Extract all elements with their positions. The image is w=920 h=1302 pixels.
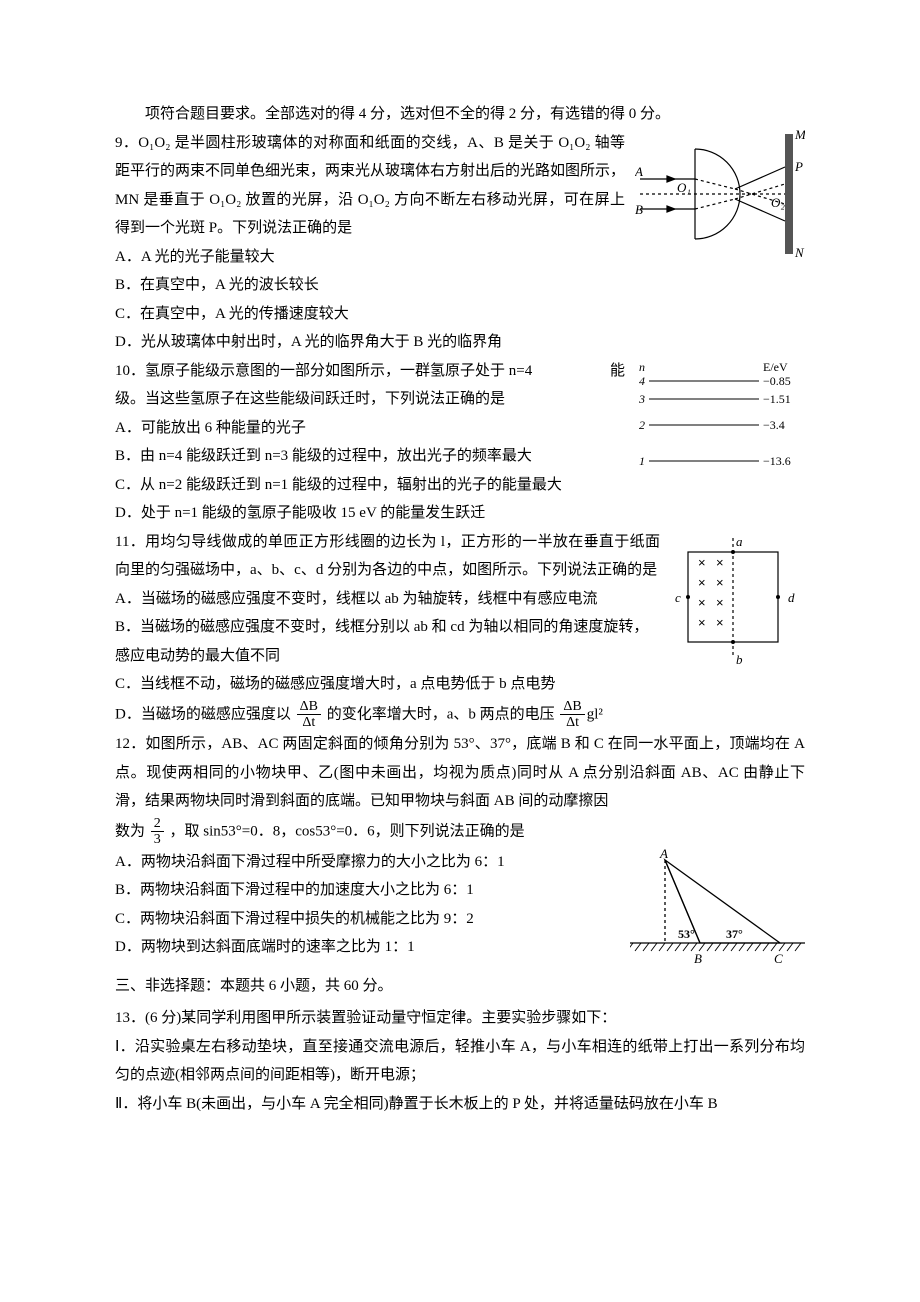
- svg-text:2: 2: [639, 418, 645, 432]
- svg-text:C: C: [774, 951, 783, 966]
- svg-text:d: d: [788, 590, 795, 605]
- svg-text:B: B: [635, 202, 643, 217]
- svg-text:−3.4: −3.4: [763, 418, 785, 432]
- question-9: A B O₁ O₂ M N P 9．O₁O₂ 是半圆柱形玻璃体的对称面和纸面的交…: [115, 129, 805, 357]
- svg-text:A: A: [659, 848, 668, 861]
- q11-d-mid: 的变化率增大时，a、b 两点的电压: [327, 706, 555, 722]
- q9-option-c: C．在真空中，A 光的传播速度较大: [115, 300, 805, 329]
- svg-text:×: ×: [716, 615, 724, 630]
- svg-text:O₁: O₁: [677, 180, 691, 195]
- svg-text:×: ×: [716, 555, 724, 570]
- svg-text:4: 4: [639, 374, 645, 388]
- q9-figure: A B O₁ O₂ M N P: [635, 129, 805, 259]
- question-11: ×× ×× ×× ×× a b c d 11．用均匀导线做成的单匝正方形线圈的边…: [115, 528, 805, 731]
- q13-stem: 13．(6 分)某同学利用图甲所示装置验证动量守恒定律。主要实验步骤如下：: [115, 1004, 805, 1033]
- svg-text:M: M: [794, 129, 805, 142]
- q12-stem2-pre: 数为: [115, 823, 145, 839]
- q12-stem-2: 数为 23 ，取 sin53°=0．8，cos53°=0．6，则下列说法正确的是: [115, 816, 805, 848]
- svg-text:×: ×: [716, 575, 724, 590]
- svg-text:O₂: O₂: [771, 195, 785, 210]
- q11-option-c: C．当线框不动，磁场的磁感应强度增大时，a 点电势低于 b 点电势: [115, 670, 805, 699]
- q13-step-2: Ⅱ．将小车 B(未画出，与小车 A 完全相同)静置于长木板上的 P 处，并将适量…: [115, 1090, 805, 1119]
- q11-d-frac-1: ΔBΔt: [297, 699, 321, 731]
- scoring-header: 项符合题目要求。全部选对的得 4 分，选对但不全的得 2 分，有选错的得 0 分…: [115, 100, 805, 129]
- svg-text:×: ×: [698, 615, 706, 630]
- svg-text:c: c: [675, 590, 681, 605]
- q10-figure: n E/eV 4 −0.85 3 −1.51 2 −3.4 1 −13.6: [635, 361, 805, 471]
- q10-stem-trail: 能: [610, 357, 625, 386]
- svg-text:×: ×: [698, 555, 706, 570]
- svg-text:B: B: [694, 951, 702, 966]
- svg-text:a: a: [736, 534, 743, 549]
- svg-text:b: b: [736, 652, 743, 667]
- q10-option-c: C．从 n=2 能级跃迁到 n=1 能级的过程中，辐射出的光子的能量最大: [115, 471, 805, 500]
- q11-d-frac-2: ΔBΔt: [560, 699, 584, 731]
- svg-text:×: ×: [716, 595, 724, 610]
- q12-stem2-frac: 23: [151, 816, 164, 848]
- svg-text:1: 1: [639, 454, 645, 468]
- svg-text:n: n: [639, 361, 645, 374]
- question-13: 13．(6 分)某同学利用图甲所示装置验证动量守恒定律。主要实验步骤如下： Ⅰ．…: [115, 1004, 805, 1118]
- svg-text:A: A: [635, 164, 643, 179]
- q11-d-post: gl²: [587, 706, 603, 722]
- q9-option-d: D．光从玻璃体中射出时，A 光的临界角大于 B 光的临界角: [115, 328, 805, 357]
- q10-stem-text-a: 10．氢原子能级示意图的一部分如图所示，一群氢原子处于 n=4: [115, 363, 532, 379]
- question-10: n E/eV 4 −0.85 3 −1.51 2 −3.4 1 −13.6 10．氢原子…: [115, 357, 805, 528]
- q11-d-pre: D．当磁场的磁感应强度以: [115, 706, 291, 722]
- section-3-header: 三、非选择题：本题共 6 小题，共 60 分。: [115, 972, 805, 1001]
- q12-stem-1: 12．如图所示，AB、AC 两固定斜面的倾角分别为 53°、37°，底端 B 和…: [115, 730, 805, 816]
- q11-figure: × × × × × × × × a b c d: [670, 534, 805, 669]
- q12-figure: A B C 53° 37°: [630, 848, 805, 968]
- q12-stem2-post: ，取 sin53°=0．8，cos53°=0．6，则下列说法正确的是: [170, 823, 525, 839]
- svg-text:37°: 37°: [726, 927, 743, 941]
- svg-text:×: ×: [698, 575, 706, 590]
- svg-text:N: N: [794, 245, 805, 259]
- svg-text:E/eV: E/eV: [763, 361, 788, 374]
- svg-text:×: ×: [698, 595, 706, 610]
- svg-text:−13.6: −13.6: [763, 454, 791, 468]
- q10-option-d: D．处于 n=1 能级的氢原子能吸收 15 eV 的能量发生跃迁: [115, 499, 805, 528]
- q11-option-d: D．当磁场的磁感应强度以 ΔBΔt 的变化率增大时，a、b 两点的电压 ΔBΔt…: [115, 699, 805, 731]
- q13-step-1: Ⅰ．沿实验桌左右移动垫块，直至接通交流电源后，轻推小车 A，与小车相连的纸带上打…: [115, 1033, 805, 1090]
- q9-option-b: B．在真空中，A 光的波长较长: [115, 271, 805, 300]
- svg-text:−0.85: −0.85: [763, 374, 791, 388]
- svg-text:−1.51: −1.51: [763, 392, 791, 406]
- question-12: 12．如图所示，AB、AC 两固定斜面的倾角分别为 53°、37°，底端 B 和…: [115, 730, 805, 967]
- svg-text:P: P: [794, 159, 803, 174]
- svg-text:3: 3: [638, 392, 645, 406]
- svg-text:53°: 53°: [678, 927, 695, 941]
